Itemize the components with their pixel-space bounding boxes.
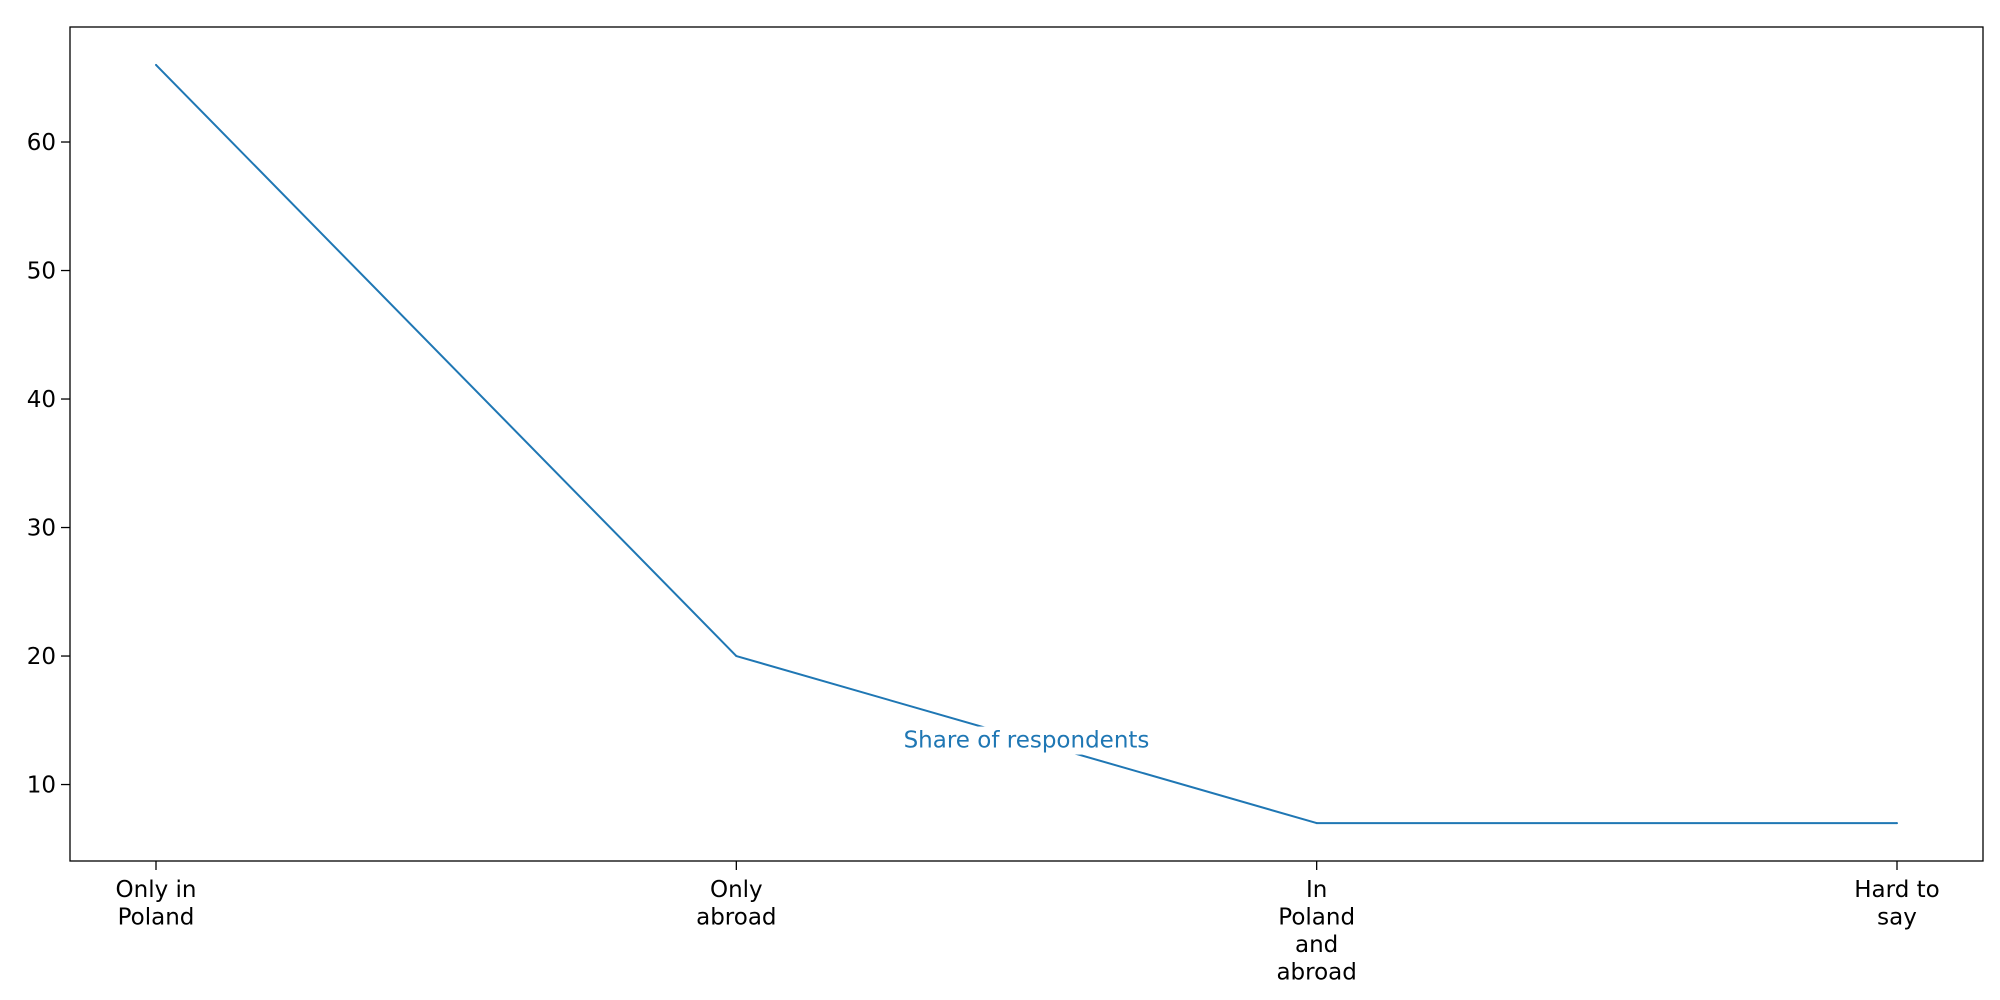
series-point <box>735 655 738 658</box>
x-tick-label: Only abroad <box>696 877 776 931</box>
y-tick-label: 50 <box>27 259 56 285</box>
y-tick-label: 30 <box>27 516 56 542</box>
y-tick-label: 20 <box>27 644 56 670</box>
series-layer: Share of respondents <box>155 63 1898 825</box>
series-label-background <box>901 726 1152 755</box>
plot-area-frame <box>69 26 1984 862</box>
x-tick-label: Hard to say <box>1854 877 1939 931</box>
x-tick-label: Only in Poland <box>116 877 197 931</box>
series-point <box>155 63 157 66</box>
y-tick-label: 60 <box>27 130 56 156</box>
series-label: Share of respondents <box>904 728 1150 754</box>
series-line <box>155 64 1897 825</box>
series-point <box>1896 822 1898 825</box>
series-point <box>1315 822 1318 825</box>
y-tick-label: 10 <box>27 773 56 799</box>
x-axis-ticks: Only in Poland Only abroad In Poland and abroad… <box>116 861 1940 986</box>
y-tick-label: 40 <box>27 387 56 413</box>
x-tick-label: In Poland and abroad <box>1276 877 1356 986</box>
y-axis-ticks: 10 20 30 40 50 60 <box>27 130 70 799</box>
